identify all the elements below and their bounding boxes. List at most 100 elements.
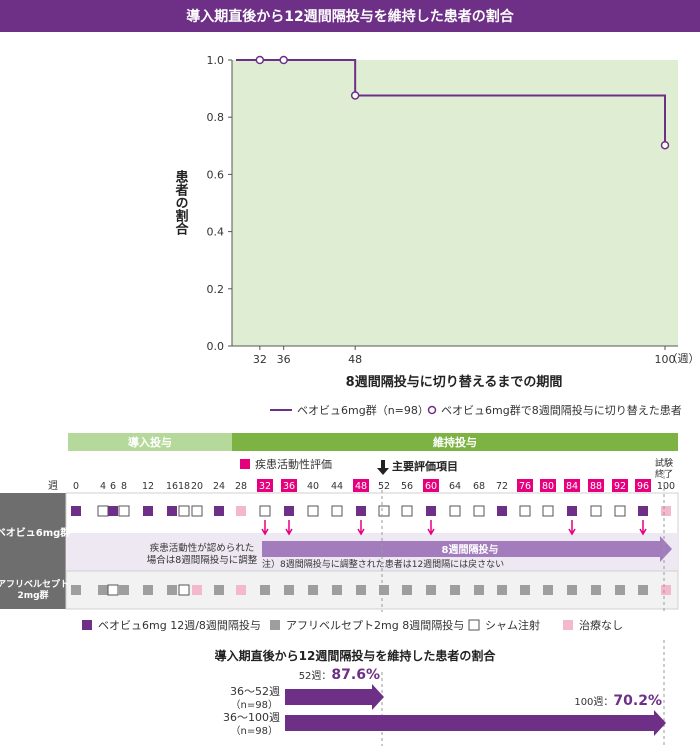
series-marker (255, 55, 265, 65)
legend-purple-swatch (82, 620, 92, 630)
beovu-cell-purple (214, 506, 224, 516)
y-tick-label: 0.4 (207, 226, 225, 239)
legend-gray-swatch (270, 620, 280, 630)
beovu-cell-sham (191, 505, 203, 517)
summary-value: 52週：87.6% (299, 667, 380, 683)
beovu-cell-sham (178, 505, 190, 517)
week-label: 8 (121, 481, 127, 492)
x-tick-label: 32 (253, 353, 267, 366)
aflib-cell-gray (379, 585, 389, 595)
aflib-cell-gray (332, 585, 342, 595)
aflib-cell-gray (638, 585, 648, 595)
chart-legend: ベオビュ6mg群（n=98） ベオビュ6mg群で8週間隔投与に切り替えた患者 (270, 403, 682, 417)
aflib-cell-gray (591, 585, 601, 595)
summary-value: 100週：70.2% (574, 693, 662, 709)
aflib-cell-gray (71, 585, 81, 595)
week-label: 72 (496, 481, 508, 492)
maintenance-phase-bar (232, 433, 678, 451)
beovu-cell-purple (167, 506, 177, 516)
beovu-cell-sham (401, 505, 413, 517)
km-chart: 0.0 0.2 0.4 0.6 0.8 1.0 32 36 48 100 患者の割合 8週間隔投… (173, 54, 700, 390)
beovu-cell-purple (284, 506, 294, 516)
x-axis: 32 36 48 100 (232, 345, 678, 366)
summary-section: 導入期直後から12週間隔投与を維持した患者の割合 36～52週（n=98）52週… (215, 640, 666, 746)
beovu-cell-sham (614, 505, 626, 517)
week-label: 64 (449, 481, 461, 492)
assessment-arrow (639, 520, 647, 536)
legend-none-swatch (563, 620, 573, 630)
legend-series-label: ベオビュ6mg群（n=98） (297, 403, 429, 417)
aflib-cell-gray (119, 585, 129, 595)
week-label: 36 (283, 481, 295, 492)
aflib-cell-none (236, 585, 246, 595)
row-header-beovu (0, 493, 66, 586)
legend-gray-label: アフリベルセプト2mg 8週間隔投与 (286, 618, 464, 632)
week-assessment-highlight (517, 479, 533, 492)
week-label: 32 (259, 481, 271, 492)
aflib-cell-gray (214, 585, 224, 595)
week-label: 44 (331, 481, 343, 492)
x-axis-unit: （週） (667, 352, 700, 365)
summary-row-label: 36～52週 (230, 685, 280, 698)
week-assessment-highlight (588, 479, 604, 492)
week-label: 12 (142, 481, 154, 492)
legend-purple-label: ベオビュ6mg 12週/8週間隔投与 (98, 618, 261, 632)
aflib-cell-gray (308, 585, 318, 595)
row-header-aflibercept (0, 571, 66, 609)
series-markers (255, 55, 670, 150)
week-assessment-highlight (353, 479, 369, 492)
beovu-cell-sham (307, 505, 319, 517)
aflib-cell-gray (497, 585, 507, 595)
beovu-cell-sham (118, 505, 130, 517)
maintenance-phase-label: 維持投与 (433, 435, 477, 449)
aflib-cell-gray (260, 585, 270, 595)
series-marker (660, 140, 670, 150)
week-assessment-highlight (635, 479, 651, 492)
assessment-arrow (357, 520, 365, 536)
week-label: 84 (566, 481, 578, 492)
beovu-cell-purple (356, 506, 366, 516)
week-label: 6 (110, 481, 116, 492)
week-label: 48 (355, 481, 367, 492)
induction-phase-label: 導入投与 (128, 435, 172, 449)
week-label: 68 (473, 481, 485, 492)
aflib-cell-gray (284, 585, 294, 595)
y-axis-label: 患者の割合 (173, 169, 190, 236)
end-of-study-label: 試験終了 (655, 457, 673, 480)
beovu-cell-purple (143, 506, 153, 516)
row-label-beovu: ベオビュ6mg群 (0, 526, 70, 539)
assessment-arrow (261, 520, 269, 536)
assessment-arrow (285, 520, 293, 536)
legend-sham-label: シャム注射 (485, 618, 540, 632)
week-assessment-highlight (564, 479, 580, 492)
row-aflibercept (65, 570, 679, 610)
x-axis-label: 8週間隔投与に切り替えるまでの期間 (346, 374, 563, 390)
week-assessment-highlight (612, 479, 628, 492)
week-label: 96 (637, 481, 649, 492)
beovu-cell-none (661, 506, 671, 516)
summary-row-label: 36～100週 (223, 711, 280, 724)
legend-sham-swatch (468, 619, 480, 631)
week-labels: 0 4 6 8 12 16 18 20 24 28 32 36 40 44 48 52 56 60 64 68 72 76… (73, 479, 675, 492)
y-tick-label: 0.8 (207, 111, 225, 124)
week-label: 88 (590, 481, 602, 492)
aflib-cell-sham (178, 584, 190, 596)
summary-bar (285, 684, 384, 710)
week-assessment-highlight (281, 479, 297, 492)
beovu-cell-purple (108, 506, 118, 516)
aflib-cell-gray (567, 585, 577, 595)
week-assessment-highlight (257, 479, 273, 492)
summary-row-n: （n=98） (231, 725, 278, 737)
summary-row-n: （n=98） (231, 699, 278, 711)
beovu-cell-sham (473, 505, 485, 517)
week-label: 40 (307, 481, 319, 492)
beovu-cell-sham (542, 505, 554, 517)
summary-title: 導入期直後から12週間隔投与を維持した患者の割合 (215, 648, 497, 663)
week-label: 60 (425, 481, 437, 492)
beovu-dose-cells (71, 505, 671, 517)
legend-marker-label: ベオビュ6mg群で8週間隔投与に切り替えた患者 (441, 403, 682, 417)
aflib-cell-none (661, 585, 671, 595)
beovu-cell-sham (519, 505, 531, 517)
primary-endpoint-label: 主要評価項目 (392, 459, 458, 473)
